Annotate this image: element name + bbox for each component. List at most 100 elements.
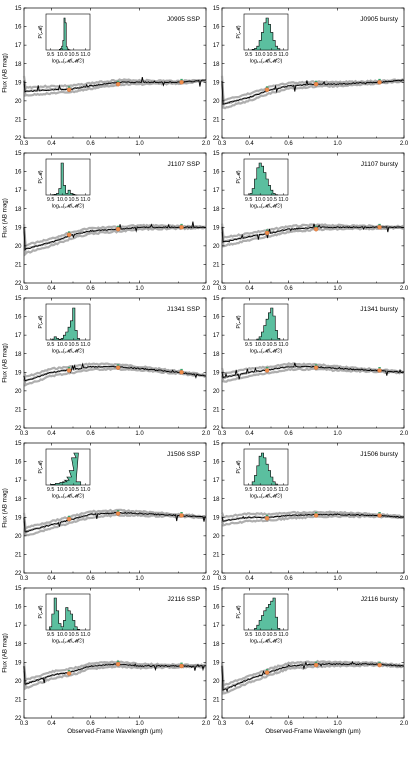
inset-tick-label: 10.5 — [267, 52, 278, 58]
y-tick-label: 22 — [213, 281, 220, 287]
panel-title: J1341 bursty — [360, 306, 398, 313]
model-photometry-point — [67, 86, 71, 88]
model-photometry-point — [67, 515, 71, 517]
x-tick-label: 0.3 — [20, 286, 29, 292]
x-tick-label: 2.0 — [400, 286, 409, 292]
inset-tick-label: 9.5 — [47, 342, 55, 348]
y-tick-label: 15 — [15, 6, 22, 12]
x-tick-label: 0.3 — [218, 576, 227, 582]
panel-title: J0905 SSP — [167, 16, 201, 23]
y-tick-label: 17 — [15, 333, 22, 339]
inset-tick-label: 11.0 — [278, 342, 288, 348]
x-tick-label: 2.0 — [202, 721, 211, 727]
model-photometry-point — [265, 669, 269, 671]
model-photometry-point — [378, 223, 381, 226]
posterior-histogram — [251, 452, 278, 486]
panel-title: J1506 bursty — [360, 451, 398, 458]
model-photometry-point — [265, 367, 269, 369]
inset-tick-label: 9.5 — [245, 632, 253, 638]
panel-title: J2116 bursty — [361, 596, 399, 603]
y-tick-label: 15 — [15, 586, 22, 592]
photometry-point — [377, 80, 382, 85]
model-photometry-point — [180, 662, 183, 664]
photometry-point — [179, 513, 184, 518]
panel-j2116-ssp: 15 16 17 18 19 20 21 220.3 0.4 0.6 1.0 2.0 J2116 SSP… — [2, 586, 211, 735]
inset-y-label: P(𝓜) — [236, 460, 242, 473]
inset-tick-label: 11.0 — [80, 52, 90, 58]
y-tick-label: 16 — [15, 170, 22, 176]
photometry-point — [264, 670, 270, 675]
x-tick-label: 0.3 — [20, 576, 29, 582]
y-tick-label: 17 — [213, 43, 220, 49]
model-photometry-point — [378, 367, 381, 369]
model-sed-band — [220, 226, 404, 248]
model-sed-band — [220, 514, 405, 527]
y-tick-label: 18 — [213, 207, 220, 213]
inset-tick-label: 10.0 — [57, 197, 68, 203]
inset-tick-label: 10.0 — [255, 487, 266, 493]
inset-tick-label: 11.0 — [278, 487, 288, 493]
y-tick-label: 22 — [213, 571, 220, 577]
y-tick-label: 17 — [213, 188, 220, 194]
inset-tick-label: 10.0 — [255, 342, 266, 348]
x-tick-label: 0.6 — [86, 431, 95, 437]
x-tick-label: 0.3 — [218, 141, 227, 147]
y-axis-label: Flux (AB mag) — [2, 488, 9, 528]
y-tick-label: 19 — [213, 660, 220, 666]
x-tick-label: 0.3 — [20, 721, 29, 727]
x-tick-label: 1.0 — [135, 721, 144, 727]
inset-frame — [45, 448, 91, 486]
inset-x-label: log₁₀(𝓜/𝓜☉) — [250, 59, 283, 65]
x-tick-label: 0.6 — [86, 721, 95, 727]
inset-y-label: P(𝓜) — [38, 315, 44, 328]
y-tick-label: 20 — [213, 679, 220, 685]
model-photometry-point — [116, 364, 120, 366]
model-sed-band — [22, 664, 207, 691]
y-tick-label: 15 — [15, 296, 22, 302]
x-tick-label: 2.0 — [202, 286, 211, 292]
x-tick-label: 0.3 — [20, 431, 29, 437]
y-tick-label: 21 — [15, 553, 22, 559]
y-tick-label: 15 — [213, 151, 220, 157]
x-axis-label: Observed-Frame Wavelength (μm) — [67, 728, 163, 735]
model-photometry-point — [180, 223, 183, 226]
y-tick-label: 16 — [213, 170, 220, 176]
y-tick-label: 19 — [213, 370, 220, 376]
inset-tick-label: 11.0 — [278, 632, 288, 638]
y-tick-label: 17 — [15, 478, 22, 484]
x-tick-label: 0.6 — [284, 431, 293, 437]
y-tick-label: 15 — [213, 6, 220, 12]
photometry-point — [264, 368, 270, 373]
inset-y-label: P(𝓜) — [38, 460, 44, 473]
x-tick-label: 1.0 — [333, 721, 342, 727]
panel-title: J1341 SSP — [167, 306, 201, 313]
y-tick-label: 22 — [15, 716, 22, 722]
inset-frame — [45, 158, 91, 196]
x-tick-label: 0.4 — [47, 576, 56, 582]
model-photometry-point — [180, 78, 183, 81]
inset-tick-label: 11.0 — [80, 197, 90, 203]
y-tick-label: 16 — [15, 605, 22, 611]
y-tick-label: 20 — [15, 679, 22, 685]
observed-spectrum — [221, 362, 405, 380]
inset-tick-label: 10.0 — [57, 487, 68, 493]
y-tick-label: 21 — [213, 553, 220, 559]
panel-title: J1506 SSP — [167, 451, 201, 458]
model-photometry-point — [314, 80, 318, 82]
photometry-point — [264, 230, 270, 236]
observed-spectrum — [23, 77, 206, 93]
inset-tick-label: 10.0 — [57, 52, 68, 58]
inset-x-label: log₁₀(𝓜/𝓜☉) — [52, 349, 85, 355]
x-tick-label: 0.6 — [284, 721, 293, 727]
panel-title: J1107 SSP — [167, 161, 200, 168]
model-photometry-point — [265, 229, 269, 231]
model-photometry-point — [116, 510, 120, 512]
y-tick-label: 20 — [15, 534, 22, 540]
photometry-point — [264, 515, 270, 521]
inset-x-label: log₁₀(𝓜/𝓜☉) — [52, 59, 85, 65]
y-tick-label: 19 — [15, 660, 22, 666]
y-tick-label: 21 — [15, 118, 22, 124]
x-tick-label: 1.0 — [333, 431, 342, 437]
